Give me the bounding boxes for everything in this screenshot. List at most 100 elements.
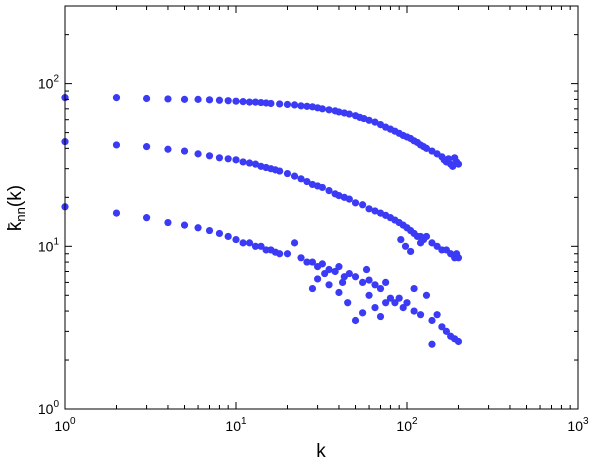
data-point-series-3: [257, 242, 265, 250]
data-point-series-1: [325, 106, 333, 114]
data-point-series-3: [321, 269, 329, 278]
data-point-series-1: [371, 118, 379, 126]
data-point-series-2: [194, 150, 202, 158]
data-point-series-1: [205, 96, 214, 104]
data-point-series-1: [180, 95, 189, 103]
data-point-series-2: [297, 175, 305, 183]
data-point-series-3: [433, 311, 441, 319]
data-point-series-3: [245, 239, 254, 247]
data-point-series-3: [386, 294, 395, 302]
x-tick-exponent: 3: [583, 416, 589, 427]
data-point-series-2: [239, 158, 247, 166]
plot-background: [65, 6, 578, 409]
x-tick-base: 10: [225, 418, 241, 434]
y-tick-base: 10: [38, 76, 54, 92]
y-axis-label-base: k̄: [5, 221, 26, 231]
x-tick-base: 10: [396, 418, 412, 434]
data-point-series-2: [303, 177, 311, 186]
data-point-series-3: [454, 337, 463, 346]
y-axis-label-suffix: (k): [5, 185, 26, 207]
data-point-series-3: [283, 250, 292, 258]
data-point-series-1: [164, 95, 172, 103]
data-point-series-2: [401, 242, 410, 250]
data-point-series-1: [297, 102, 305, 110]
x-tick-base: 10: [567, 418, 583, 434]
data-point-series-1: [245, 98, 254, 106]
data-point-series-3: [318, 260, 326, 268]
data-point-series-1: [112, 94, 121, 102]
data-point-series-2: [318, 183, 326, 192]
data-point-series-2: [215, 154, 224, 162]
data-point-series-1: [239, 98, 247, 106]
data-point-series-2: [454, 254, 463, 262]
data-point-series-3: [428, 316, 436, 325]
data-point-series-1: [290, 101, 299, 109]
data-point-series-3: [376, 284, 385, 293]
data-point-series-3: [335, 288, 343, 297]
x-tick-label: 102: [396, 416, 418, 434]
data-point-series-2: [397, 235, 405, 244]
data-point-series-2: [283, 169, 292, 178]
data-point-series-1: [267, 99, 275, 108]
data-point-series-3: [359, 309, 367, 317]
data-point-series-3: [239, 239, 247, 247]
data-point-series-1: [345, 110, 353, 118]
data-point-series-3: [180, 221, 189, 229]
x-axis-label: k: [316, 441, 326, 462]
y-tick-label: 100: [38, 399, 60, 417]
data-point-series-1: [215, 96, 224, 104]
x-tick-base: 10: [54, 418, 70, 434]
data-point-series-3: [442, 327, 451, 335]
y-tick-base: 10: [38, 401, 54, 417]
data-point-series-3: [365, 276, 373, 284]
data-point-series-1: [303, 102, 311, 110]
data-point-series-2: [205, 152, 214, 160]
data-point-series-3: [276, 250, 284, 258]
x-tick-label: 100: [54, 416, 76, 434]
data-point-series-3: [371, 304, 379, 312]
y-axis-label-subscript: nn: [13, 207, 28, 221]
data-point-series-3: [359, 278, 367, 286]
data-point-series-1: [365, 116, 373, 124]
data-point-series-3: [428, 340, 436, 348]
data-point-series-3: [351, 316, 360, 325]
data-point-series-3: [351, 273, 360, 281]
data-point-series-1: [422, 144, 431, 152]
data-point-series-3: [290, 239, 299, 247]
data-point-series-2: [371, 207, 379, 215]
data-point-series-2: [416, 239, 425, 247]
x-tick-exponent: 1: [241, 416, 247, 427]
data-point-series-3: [142, 214, 151, 222]
data-point-series-3: [345, 269, 353, 278]
data-point-series-3: [382, 278, 390, 286]
data-point-series-3: [410, 307, 418, 315]
data-point-series-1: [251, 98, 260, 106]
data-point-series-3: [313, 275, 322, 283]
x-tick-exponent: 0: [70, 416, 76, 427]
data-point-series-2: [290, 172, 299, 180]
data-point-series-1: [142, 94, 151, 103]
data-point-series-3: [251, 242, 260, 250]
data-point-series-1: [335, 108, 343, 116]
data-point-series-2: [345, 195, 353, 203]
data-point-series-3: [399, 304, 407, 312]
data-point-series-1: [224, 97, 232, 105]
data-point-series-1: [454, 160, 463, 168]
data-point-series-2: [276, 167, 284, 175]
y-axis-label: k̄nn(k): [5, 185, 28, 231]
data-point-series-1: [318, 105, 326, 113]
data-point-series-2: [224, 155, 232, 163]
data-point-series-3: [416, 311, 425, 319]
y-tick-base: 10: [38, 238, 54, 254]
data-point-series-2: [164, 145, 172, 153]
y-tick-exponent: 1: [53, 236, 59, 247]
data-point-series-3: [344, 299, 352, 307]
data-point-series-3: [335, 263, 343, 271]
data-point-series-2: [365, 205, 373, 213]
data-point-series-1: [194, 95, 202, 103]
data-point-series-3: [395, 294, 403, 302]
data-point-series-3: [362, 265, 371, 274]
data-point-series-1: [232, 97, 240, 105]
